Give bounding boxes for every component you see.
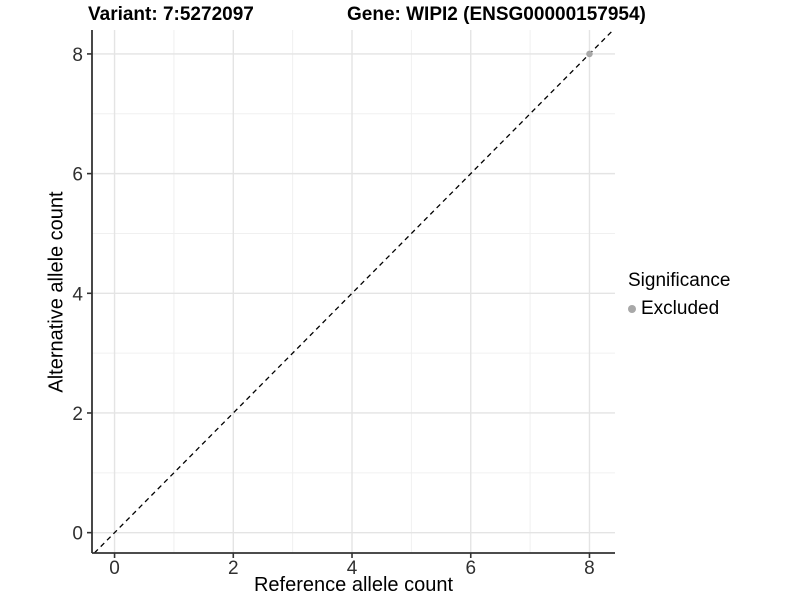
x-tick-label: 8 <box>584 558 595 579</box>
legend-point-icon <box>628 305 636 313</box>
legend-item-excluded: Excluded <box>628 298 730 320</box>
y-tick-label: 2 <box>72 404 83 425</box>
plot-title-variant: Variant: 7:5272097 <box>88 4 254 25</box>
data-point-excluded <box>586 50 593 58</box>
y-tick-label: 6 <box>72 165 83 186</box>
y-tick-label: 4 <box>72 284 83 305</box>
identity-dashed-line <box>93 29 614 554</box>
x-tick-label: 6 <box>465 558 476 579</box>
x-tick-label: 4 <box>347 558 358 579</box>
x-tick-label: 2 <box>228 558 239 579</box>
y-tick-label: 0 <box>72 524 83 545</box>
plot-title-gene: Gene: WIPI2 (ENSG00000157954) <box>347 4 646 25</box>
x-axis-title: Reference allele count <box>253 574 453 596</box>
legend: Significance Excluded <box>628 270 730 320</box>
x-tick-label: 0 <box>109 558 120 579</box>
legend-title: Significance <box>628 270 731 291</box>
legend-item-label: Excluded <box>641 298 720 319</box>
y-axis-title: Alternative allele count <box>45 191 68 393</box>
y-tick-label: 8 <box>72 45 83 66</box>
